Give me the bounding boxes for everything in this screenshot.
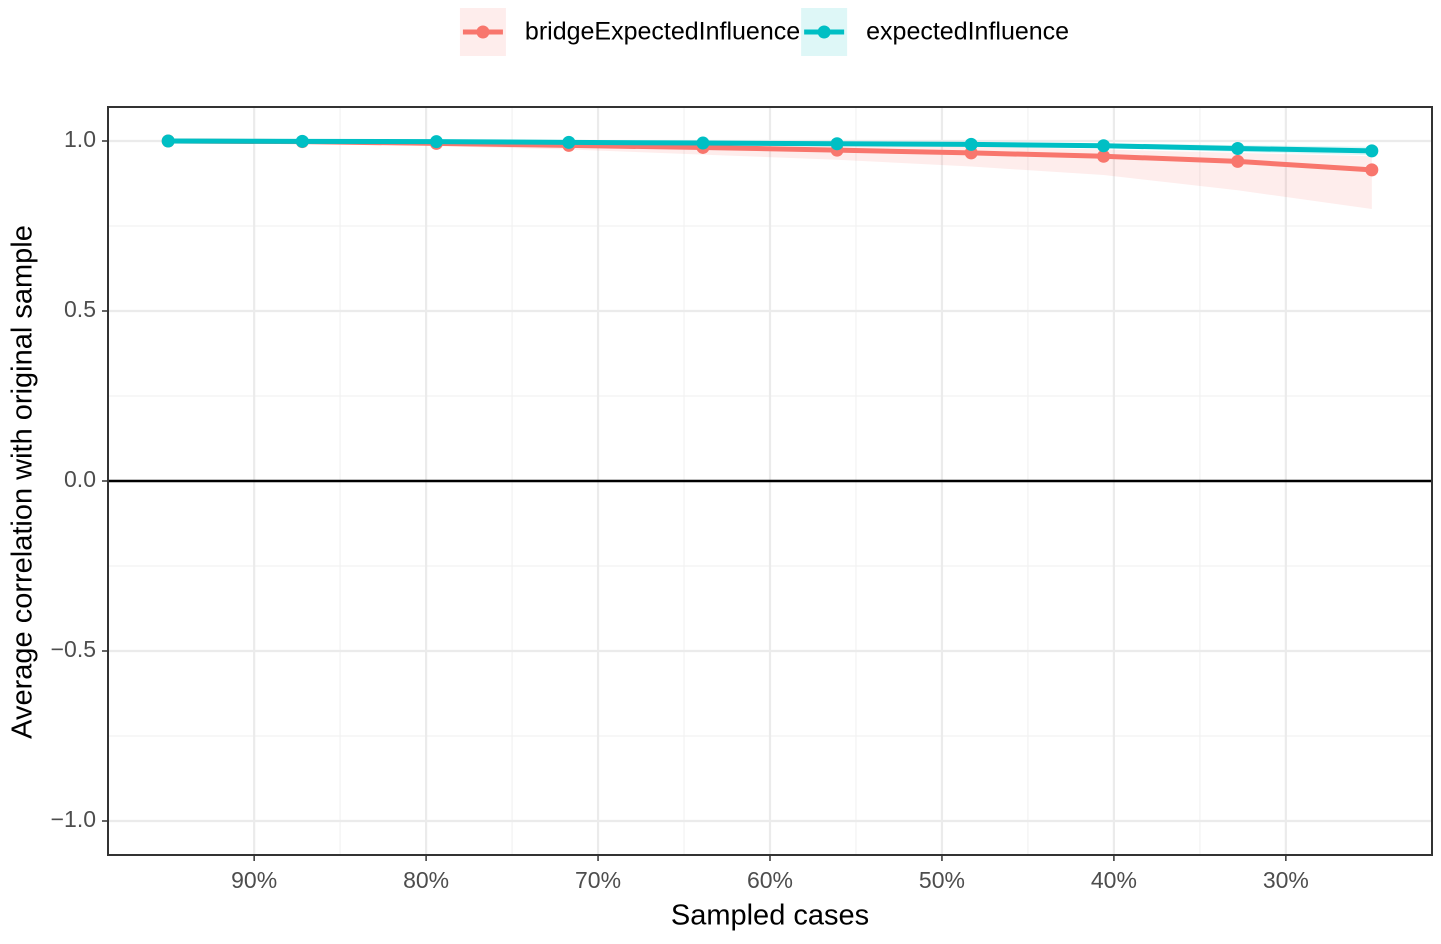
legend-key-point [476,25,490,39]
data-point [696,136,710,150]
y-tick-label: 0.5 [64,296,96,322]
data-point [1365,144,1379,158]
data-point [1365,163,1379,177]
data-point [964,137,978,151]
x-axis-title: Sampled cases [671,900,869,932]
x-tick-label: 40% [1091,867,1137,893]
y-tick-label: 0.0 [64,466,96,492]
data-point [1231,154,1245,168]
legend-label: bridgeExpectedInfluence [525,18,800,46]
data-point [1097,149,1111,163]
data-point [295,134,309,148]
series-line [168,138,1372,154]
legend-key-point [817,25,831,39]
x-tick-label: 80% [403,867,449,893]
data-point [562,135,576,149]
x-tick-label: 90% [231,867,277,893]
y-tick-label: −1.0 [51,806,96,832]
x-tick-label: 70% [575,867,621,893]
data-point [1097,139,1111,153]
legend-label: expectedInfluence [866,18,1069,46]
legend: bridgeExpectedInfluence expectedInfluence [459,8,1069,56]
x-tick-label: 60% [747,867,793,893]
plot-border [107,106,1433,856]
x-tick-label: 50% [919,867,965,893]
y-axis-title: Average correlation with original sample [7,225,39,739]
data-point [429,135,443,149]
data-point [830,137,844,151]
x-tick-label: 30% [1263,867,1309,893]
confidence-band [168,141,1372,209]
data-point [161,134,175,148]
y-tick-label: 1.0 [64,126,96,152]
y-tick-label: −0.5 [51,636,96,662]
data-point [1231,141,1245,155]
